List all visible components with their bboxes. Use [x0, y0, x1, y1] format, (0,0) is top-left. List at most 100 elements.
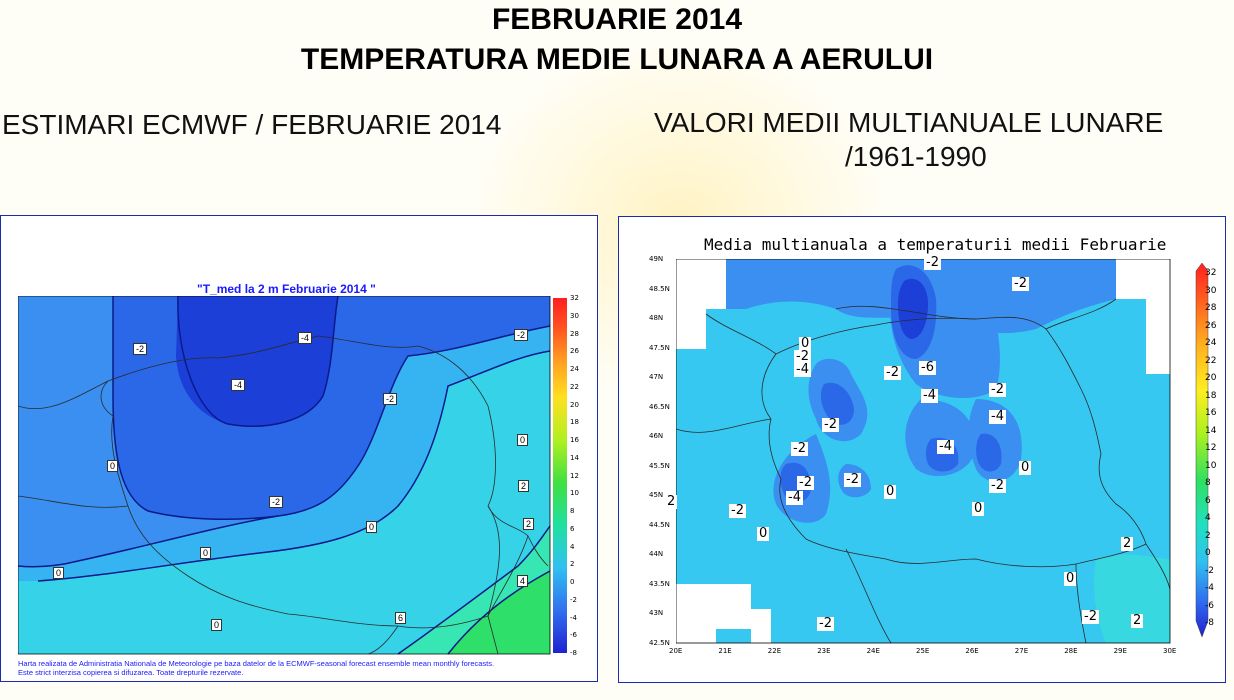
contour-label: -2 [844, 472, 861, 487]
latitude-tick: 46N [649, 432, 664, 441]
colorbar-tick: 20 [1205, 373, 1217, 383]
colorbar-tick: -2 [1205, 565, 1214, 576]
longitude-tick: 24E [866, 647, 880, 655]
left-forecast-map [18, 296, 551, 655]
colorbar-tick: 8 [1205, 478, 1211, 488]
contour-label: -4 [231, 379, 246, 391]
colorbar-tick: 12 [1205, 443, 1217, 453]
contour-label: -2 [791, 441, 808, 456]
colorbar-tick: 22 [1205, 355, 1217, 366]
contour-label: -2 [884, 365, 901, 380]
right-climatology-map [676, 259, 1171, 644]
contour-label: -4 [786, 490, 803, 505]
contour-label: -2 [924, 255, 941, 270]
contour-label: -4 [989, 409, 1006, 424]
colorbar-tick: -4 [570, 613, 577, 622]
colorbar-tick: 32 [1205, 268, 1217, 278]
contour-label: 2 [1121, 536, 1134, 551]
right-subtitle-line2: /1961-1990 [845, 141, 987, 172]
contour-label: -4 [921, 388, 938, 403]
latitude-tick: 45N [649, 491, 664, 500]
longitude-tick: 29E [1113, 647, 1127, 655]
contour-label: -2 [822, 417, 839, 432]
longitude-tick: 23E [817, 647, 831, 655]
contour-label: 2 [518, 480, 530, 492]
latitude-tick: 47N [649, 373, 664, 382]
page-title-line1: FEBRUARIE 2014 [491, 3, 743, 36]
contour-label: -4 [937, 439, 954, 454]
contour-label: 2 [665, 494, 678, 509]
left-colorbar [553, 298, 567, 653]
colorbar-tick: 28 [570, 329, 579, 338]
left-map-panel: "T_med la 2 m Februarie 2014 " [0, 215, 598, 682]
right-map-title: Media multianuala a temperaturii medii F… [704, 235, 1167, 254]
contour-label: 0 [366, 521, 378, 533]
colorbar-tick: 4 [570, 542, 575, 551]
contour-label: 0 [757, 526, 770, 541]
right-colorbar [1195, 262, 1209, 638]
zone-minus6 [176, 296, 338, 427]
left-map-note-line2: Este strict interzisa copierea si difuza… [18, 668, 244, 677]
latitude-tick: 43.5N [649, 579, 670, 588]
latitude-tick: 45.5N [649, 461, 670, 470]
colorbar-tick: 30 [1205, 285, 1217, 296]
colorbar-tick: 2 [570, 560, 575, 569]
right-subtitle-line1: VALORI MEDII MULTIANUALE LUNARE [654, 107, 1164, 138]
contour-label: 0 [517, 434, 529, 446]
contour-label: 6 [395, 612, 407, 624]
longitude-tick: 28E [1064, 647, 1078, 655]
contour-label: -2 [797, 475, 814, 490]
latitude-tick: 43N [649, 609, 664, 618]
colorbar-tick: 26 [1205, 320, 1217, 331]
colorbar-tick: 26 [570, 347, 579, 356]
latitude-tick: 46.5N [649, 402, 670, 411]
colorbar-tick: 14 [570, 453, 579, 462]
contour-label: 0 [53, 567, 65, 579]
latitude-tick: 44.5N [649, 520, 670, 529]
colorbar-tick: 24 [1205, 338, 1217, 348]
colorbar-tick: 14 [1205, 425, 1217, 436]
colorbar-tick: 16 [570, 436, 579, 444]
colorbar-tick: 10 [570, 489, 579, 498]
longitude-tick: 22E [767, 647, 782, 655]
colorbar-tick: 6 [570, 524, 575, 533]
zone-4-to-6 [448, 571, 550, 654]
colorbar-tick: 20 [570, 400, 579, 409]
contour-label: 0 [200, 547, 212, 559]
contour-label: 0 [884, 484, 897, 499]
colorbar-tick: 8 [570, 507, 575, 515]
colorbar-tick: 18 [1205, 390, 1217, 401]
colorbar-tick: 0 [570, 578, 575, 586]
colorbar-tick: 12 [570, 471, 579, 480]
longitude-tick: 30E [1163, 647, 1177, 655]
contour-label: 0 [107, 460, 119, 472]
colorbar-tick: 10 [1205, 460, 1217, 471]
contour-label: 4 [517, 575, 529, 587]
contour-label: -2 [269, 496, 284, 508]
contour-label: -2 [989, 382, 1006, 397]
left-map-title: "T_med la 2 m Februarie 2014 " [197, 282, 376, 296]
contour-label: -2 [1082, 609, 1099, 624]
colorbar-tick: 4 [1205, 513, 1211, 523]
colorbar-tick: 16 [1205, 408, 1217, 418]
colorbar-tick: 2 [1205, 530, 1211, 541]
contour-label: -2 [729, 503, 746, 518]
contour-label: -2 [989, 478, 1006, 493]
page-title-line2: TEMPERATURA MEDIE LUNARA A AERULUI [300, 43, 934, 76]
contour-label: -6 [919, 360, 936, 375]
longitude-tick: 27E [1014, 647, 1029, 655]
colorbar-tick: 22 [570, 382, 579, 391]
colorbar-tick: 6 [1205, 495, 1211, 506]
contour-label: -4 [298, 332, 313, 344]
contour-label: -2 [1012, 276, 1029, 291]
latitude-tick: 47.5N [649, 343, 670, 352]
colorbar-tick: -6 [1205, 600, 1214, 611]
latitude-tick: 48N [649, 314, 664, 323]
colorbar-tick: 18 [570, 418, 579, 427]
longitude-tick: 25E [916, 647, 930, 655]
left-map-note-line1: Harta realizata de Administratia Nationa… [18, 659, 495, 668]
colorbar-tick: 24 [570, 365, 579, 373]
colorbar-tick: -2 [570, 595, 577, 604]
colorbar-tick: -8 [570, 649, 577, 657]
contour-label: 0 [1064, 571, 1077, 586]
